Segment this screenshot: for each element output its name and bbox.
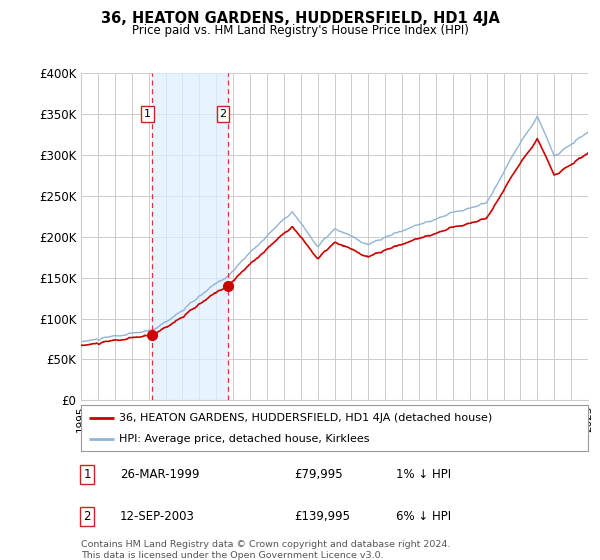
Text: 6% ↓ HPI: 6% ↓ HPI xyxy=(396,510,451,523)
Text: 26-MAR-1999: 26-MAR-1999 xyxy=(120,468,199,481)
Text: HPI: Average price, detached house, Kirklees: HPI: Average price, detached house, Kirk… xyxy=(119,435,370,444)
Text: 12-SEP-2003: 12-SEP-2003 xyxy=(120,510,195,523)
Text: Price paid vs. HM Land Registry's House Price Index (HPI): Price paid vs. HM Land Registry's House … xyxy=(131,24,469,37)
Text: £139,995: £139,995 xyxy=(294,510,350,523)
Text: £79,995: £79,995 xyxy=(294,468,343,481)
Text: 36, HEATON GARDENS, HUDDERSFIELD, HD1 4JA (detached house): 36, HEATON GARDENS, HUDDERSFIELD, HD1 4J… xyxy=(119,413,492,423)
Text: Contains HM Land Registry data © Crown copyright and database right 2024.
This d: Contains HM Land Registry data © Crown c… xyxy=(81,540,451,560)
Text: 2: 2 xyxy=(83,510,91,523)
Text: 2: 2 xyxy=(220,109,227,119)
Text: 1: 1 xyxy=(83,468,91,481)
Text: 1% ↓ HPI: 1% ↓ HPI xyxy=(396,468,451,481)
Text: 1: 1 xyxy=(144,109,151,119)
Text: 36, HEATON GARDENS, HUDDERSFIELD, HD1 4JA: 36, HEATON GARDENS, HUDDERSFIELD, HD1 4J… xyxy=(101,11,499,26)
Bar xyxy=(152,73,228,400)
